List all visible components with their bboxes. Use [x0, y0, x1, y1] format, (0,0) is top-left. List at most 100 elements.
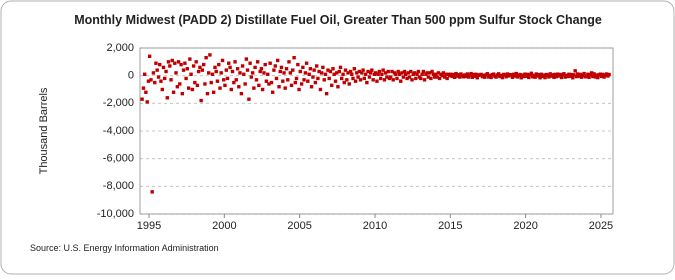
data-point	[543, 75, 547, 80]
data-point	[474, 72, 478, 76]
data-point	[240, 64, 245, 68]
data-point	[385, 75, 389, 79]
data-point	[539, 72, 543, 76]
data-point	[264, 79, 269, 83]
data-point	[578, 72, 583, 77]
data-point	[352, 67, 357, 71]
x-tick-label: 2000	[212, 220, 236, 232]
data-point	[283, 86, 287, 90]
data-point	[312, 68, 316, 72]
data-point	[191, 64, 196, 68]
data-point	[409, 69, 413, 74]
data-point	[534, 72, 539, 76]
data-point	[348, 69, 353, 74]
data-point	[388, 75, 393, 79]
data-point	[415, 72, 419, 76]
data-point	[582, 71, 586, 76]
data-point	[234, 78, 238, 82]
data-point	[154, 61, 158, 65]
data-point	[196, 69, 201, 74]
data-point	[141, 86, 146, 90]
data-point	[181, 68, 186, 72]
data-point	[351, 76, 355, 81]
data-point	[208, 53, 212, 57]
data-point	[569, 72, 574, 77]
data-point	[331, 67, 335, 71]
data-point	[565, 74, 570, 79]
data-point	[279, 65, 284, 70]
data-point	[473, 74, 477, 78]
data-point	[244, 57, 249, 61]
data-point	[190, 87, 195, 92]
data-point	[509, 73, 513, 77]
data-point	[593, 75, 598, 79]
data-point	[350, 72, 354, 76]
plot-border	[139, 47, 614, 215]
data-point	[381, 68, 385, 72]
data-point	[504, 75, 508, 79]
data-point	[165, 96, 169, 100]
data-point	[456, 73, 461, 77]
data-point	[458, 75, 462, 79]
data-point	[419, 76, 423, 81]
data-point	[342, 80, 346, 85]
data-point	[230, 69, 235, 74]
data-point	[576, 72, 580, 76]
data-point	[247, 97, 251, 101]
data-point	[375, 79, 379, 83]
data-point	[324, 91, 329, 96]
data-point	[572, 73, 576, 77]
x-tick-label: 2015	[438, 220, 462, 232]
data-point	[332, 72, 336, 76]
data-point	[327, 76, 331, 81]
data-point	[175, 85, 180, 89]
data-point	[222, 78, 226, 82]
y-axis-label: Thousand Barrels	[38, 87, 50, 174]
data-point	[558, 72, 562, 77]
data-point	[232, 80, 236, 85]
x-tick-label: 2020	[513, 220, 537, 232]
data-point	[604, 72, 609, 76]
data-point	[367, 75, 372, 79]
data-point	[483, 75, 487, 79]
data-point	[233, 60, 237, 64]
data-point	[407, 75, 412, 79]
data-point	[213, 65, 217, 70]
data-point	[281, 79, 285, 83]
data-point	[443, 75, 447, 79]
data-point	[183, 61, 187, 65]
data-point	[293, 80, 298, 85]
data-point	[239, 91, 244, 96]
data-point	[435, 75, 439, 79]
y-tick-label: 0	[128, 70, 134, 82]
data-point	[537, 72, 541, 77]
data-point	[228, 65, 232, 70]
data-point	[242, 72, 246, 76]
data-point	[464, 74, 468, 79]
data-point	[188, 57, 192, 61]
data-point	[522, 74, 526, 79]
y-tick-label: -4,000	[103, 125, 134, 137]
data-point	[421, 69, 426, 74]
data-point	[607, 72, 611, 77]
data-point	[168, 64, 172, 68]
data-point	[314, 64, 319, 68]
data-point	[199, 98, 203, 103]
data-point	[401, 75, 406, 79]
y-tick-label: -2,000	[103, 97, 134, 109]
data-point	[386, 69, 390, 74]
data-point	[357, 69, 362, 74]
data-point	[345, 78, 349, 82]
data-point	[178, 82, 182, 86]
data-point	[308, 67, 313, 71]
data-point	[254, 78, 259, 82]
data-point	[440, 73, 444, 78]
data-point	[146, 79, 151, 83]
data-point	[220, 58, 225, 63]
data-point	[269, 80, 274, 85]
data-point	[262, 71, 266, 75]
data-point	[587, 75, 591, 80]
data-point	[400, 71, 404, 75]
data-point	[396, 69, 400, 74]
data-point	[306, 79, 310, 83]
